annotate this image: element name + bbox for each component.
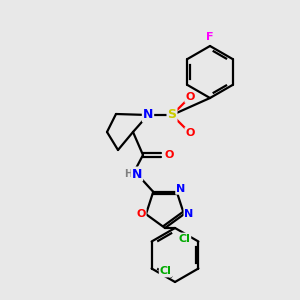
Text: F: F [206,32,214,42]
Text: N: N [176,184,185,194]
Text: N: N [143,109,153,122]
Text: H: H [124,169,132,179]
Text: O: O [136,209,146,219]
Text: S: S [167,109,176,122]
Text: O: O [185,128,195,138]
Text: Cl: Cl [178,233,190,244]
Text: O: O [185,92,195,102]
Text: Cl: Cl [160,266,172,277]
Text: O: O [164,150,174,160]
Text: N: N [184,209,194,219]
Text: N: N [132,167,142,181]
